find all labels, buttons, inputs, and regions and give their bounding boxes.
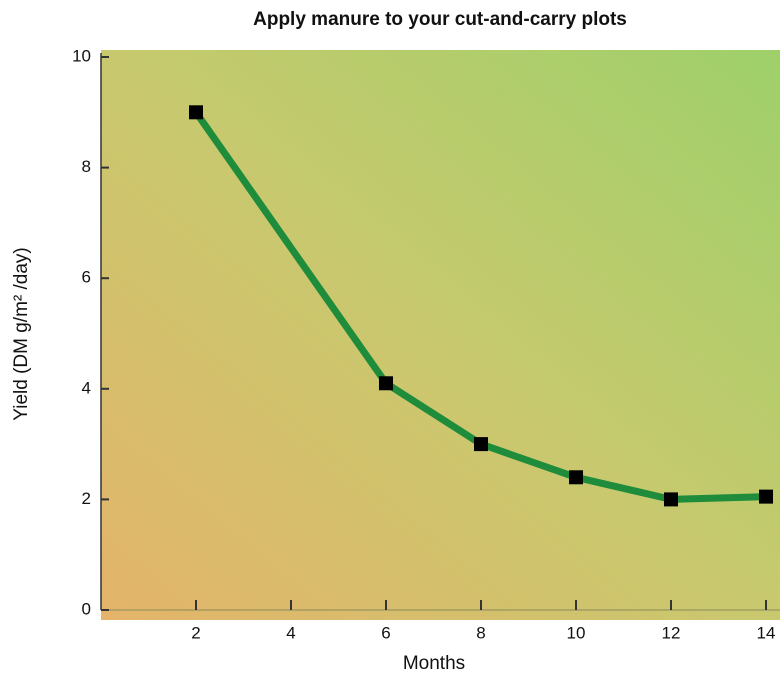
data-point [664,492,678,507]
x-tick-label: 4 [286,623,295,642]
y-tick-label: 8 [82,157,91,176]
x-tick-label: 6 [381,623,390,642]
y-tick-label: 10 [72,46,91,65]
y-tick-label: 6 [82,268,91,287]
y-tick-label: 4 [82,378,91,397]
data-point [474,437,488,452]
x-tick-label: 14 [757,623,776,642]
chart-title: Apply manure to your cut-and-carry plots [253,9,627,30]
data-point [379,376,393,391]
x-tick-label: 8 [476,623,485,642]
x-tick-label: 12 [662,623,681,642]
data-point [189,105,203,120]
x-tick-label: 2 [191,623,200,642]
x-tick-label: 10 [567,623,586,642]
plot-background [101,50,780,620]
series-line [193,110,767,503]
y-tick-label: 0 [82,599,91,618]
y-axis-label: Yield (DM g/m² /day) [11,247,32,421]
data-point [569,470,583,485]
x-axis-label: Months [403,653,465,674]
data-point [759,489,773,504]
y-tick-label: 2 [82,489,91,508]
